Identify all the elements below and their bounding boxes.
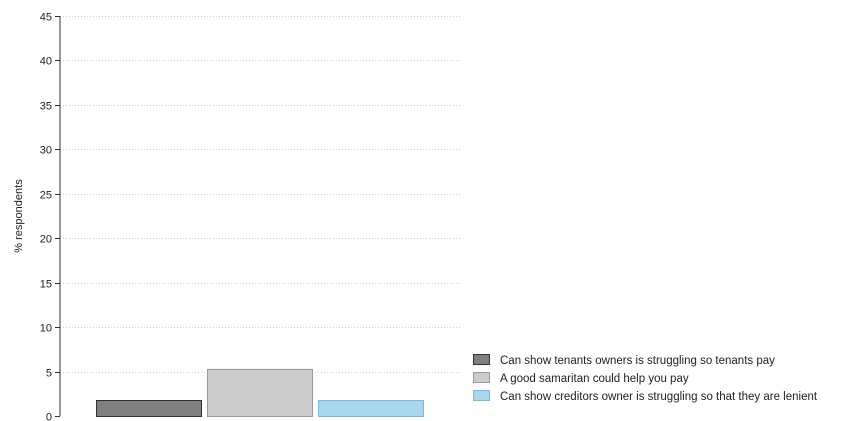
gridlines [60, 16, 462, 373]
y-tick-label: 35 [40, 101, 52, 113]
bar [207, 368, 313, 417]
y-tick-label: 10 [40, 323, 52, 335]
legend-swatch [473, 390, 490, 401]
y-tick-label: 20 [40, 234, 52, 246]
y-tick-label: 0 [46, 412, 52, 421]
legend-swatch [473, 372, 490, 383]
y-tick-label: 25 [40, 190, 52, 202]
bars [96, 368, 424, 417]
y-tick-label: 30 [40, 145, 52, 157]
legend-label: A good samaritan could help you pay [500, 373, 689, 385]
y-tick-label: 5 [46, 368, 52, 380]
bar [318, 400, 424, 417]
legend-label: Can show tenants owners is struggling so… [500, 355, 775, 367]
bar [96, 400, 202, 417]
y-tick-label: 15 [40, 279, 52, 291]
y-axis-title: % respondents [13, 179, 25, 253]
y-tick-label: 40 [40, 56, 52, 68]
y-tick-label: 45 [40, 12, 52, 24]
legend: Can show tenants owners is struggling so… [473, 354, 818, 403]
legend-label: Can show creditors owner is struggling s… [500, 391, 818, 403]
y-axis: 0 5 10 15 20 25 30 35 40 45 [40, 12, 61, 421]
legend-swatch [473, 354, 490, 365]
